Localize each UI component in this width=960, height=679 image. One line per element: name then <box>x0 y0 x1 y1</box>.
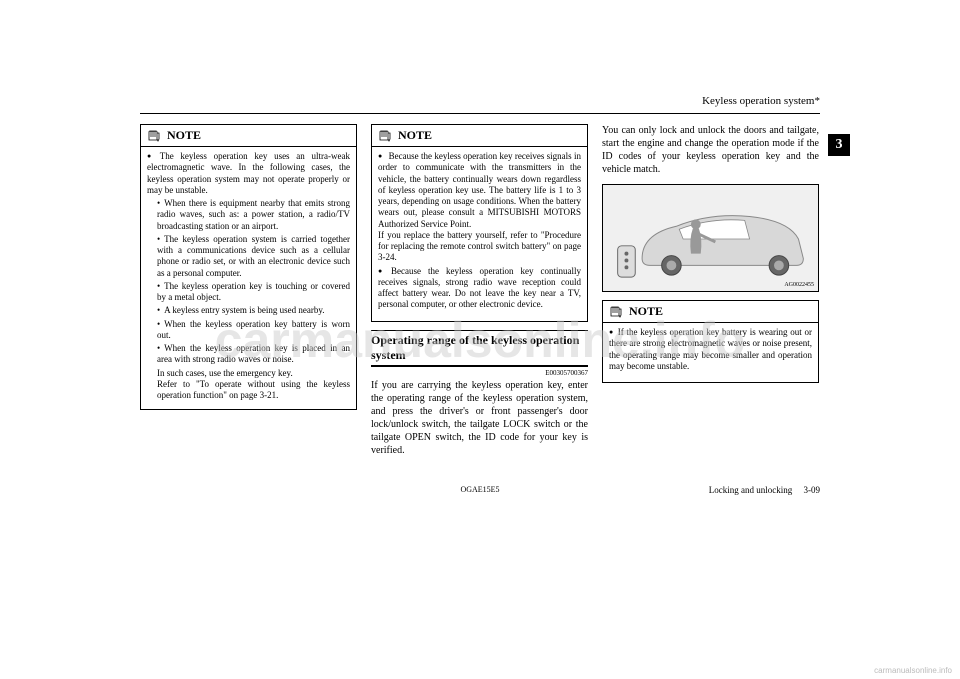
chapter-tab: 3 <box>828 134 850 156</box>
note-body: If the keyless operation key battery is … <box>603 323 818 382</box>
note-item-cont: If you replace the battery yourself, ref… <box>378 230 581 264</box>
section-code: E00305700367 <box>371 369 588 378</box>
column-layout: NOTE The keyless operation key uses an u… <box>140 124 820 457</box>
note-subitem: The keyless operation key is touching or… <box>157 281 350 304</box>
note-item: Because the keyless operation key receiv… <box>378 151 581 264</box>
note-box-1: NOTE The keyless operation key uses an u… <box>140 124 357 410</box>
note-body: Because the keyless operation key receiv… <box>372 147 587 321</box>
note-item: If the keyless operation key battery is … <box>609 327 812 372</box>
section-body: If you are carrying the keyless operatio… <box>371 379 588 457</box>
car-svg <box>603 185 818 291</box>
note-title: NOTE <box>167 128 201 143</box>
intro-text: You can only lock and unlock the doors a… <box>602 124 819 176</box>
note-item: Because the keyless operation key contin… <box>378 266 581 311</box>
note-icon <box>378 129 392 143</box>
note-item: The keyless operation key uses an ultra-… <box>147 151 350 196</box>
page-header: Keyless operation system* <box>140 95 820 107</box>
note-subitem: When there is equipment nearby that emit… <box>157 198 350 232</box>
note-title: NOTE <box>398 128 432 143</box>
section-title: Operating range of the keyless operation… <box>371 330 588 367</box>
note-item-text: Because the keyless operation key receiv… <box>378 151 581 229</box>
footer-section: Locking and unlocking <box>709 485 792 495</box>
footer-page-num: 3-09 <box>804 485 821 495</box>
note-box-2: NOTE Because the keyless operation key r… <box>371 124 588 322</box>
footer-right: Locking and unlocking 3-09 <box>709 485 820 495</box>
source-url: carmanualsonline.info <box>874 666 952 675</box>
note-title: NOTE <box>629 304 663 319</box>
note-subitem: The keyless operation system is carried … <box>157 234 350 279</box>
note-subitem: A keyless entry system is being used nea… <box>157 305 350 316</box>
column-1: NOTE The keyless operation key uses an u… <box>140 124 357 457</box>
note-body: The keyless operation key uses an ultra-… <box>141 147 356 409</box>
note-header: NOTE <box>603 301 818 323</box>
note-subitem: When the keyless operation key is placed… <box>157 343 350 366</box>
column-2: NOTE Because the keyless operation key r… <box>371 124 588 457</box>
header-rule <box>140 113 820 114</box>
footer-doc-code: OGAE15E5 <box>460 485 499 494</box>
note-tail: In such cases, use the emergency key. <box>147 368 350 379</box>
note-box-3: NOTE If the keyless operation key batter… <box>602 300 819 383</box>
note-subitem: When the keyless operation key battery i… <box>157 319 350 342</box>
note-header: NOTE <box>141 125 356 147</box>
page-footer: OGAE15E5 Locking and unlocking 3-09 <box>140 485 820 495</box>
column-3: You can only lock and unlock the doors a… <box>602 124 819 457</box>
image-code: AG0022455 <box>784 282 814 290</box>
note-icon <box>147 129 161 143</box>
vehicle-illustration: AG0022455 <box>602 184 819 292</box>
note-icon <box>609 305 623 319</box>
page-content: Keyless operation system* NOTE The keyle… <box>140 95 820 495</box>
note-header: NOTE <box>372 125 587 147</box>
note-tail: Refer to "To operate without using the k… <box>147 379 350 402</box>
